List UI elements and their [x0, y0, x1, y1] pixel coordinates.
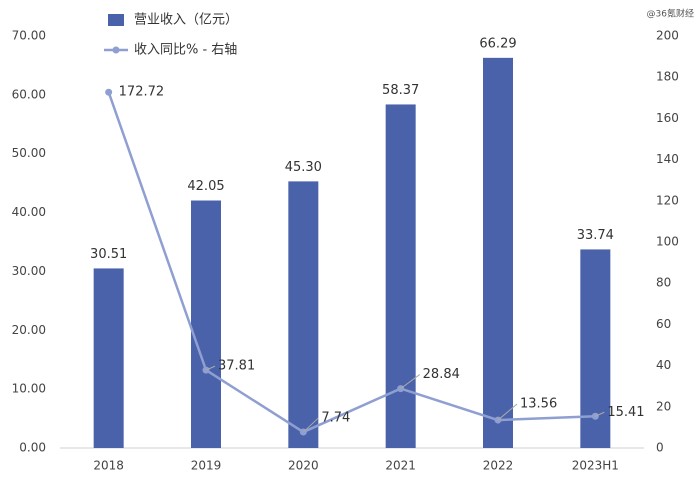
y2-tick-label: 200	[656, 29, 679, 43]
line-value-label: 37.81	[218, 359, 255, 374]
bar	[385, 104, 416, 448]
leader-line	[595, 411, 605, 417]
x-tick-label: 2022	[483, 459, 514, 473]
y2-tick-label: 40	[656, 358, 671, 372]
y-tick-label: 50.00	[12, 146, 46, 160]
y2-tick-label: 20	[656, 399, 671, 413]
x-tick-label: 2020	[288, 459, 319, 473]
line-value-label: 28.84	[423, 367, 460, 382]
line-point	[105, 88, 113, 96]
y-tick-label: 0.00	[19, 441, 46, 455]
y2-tick-label: 160	[656, 111, 679, 125]
bar	[191, 200, 221, 448]
y-tick-label: 40.00	[12, 205, 46, 219]
leader-line	[302, 417, 319, 433]
watermark: @36氪财经	[647, 8, 694, 20]
y2-tick-label: 60	[656, 317, 671, 331]
bar-value-label: 66.29	[479, 36, 516, 51]
bar-value-label: 45.30	[285, 160, 322, 175]
bar	[288, 181, 319, 448]
y2-tick-label: 180	[656, 70, 679, 84]
y-tick-label: 60.00	[12, 87, 46, 101]
line	[107, 91, 596, 434]
bar	[93, 268, 124, 448]
line-value-label: 13.56	[520, 397, 557, 412]
y2-tick-label: 100	[656, 235, 679, 249]
x-tick-label: 2019	[191, 459, 222, 473]
x-tick-label: 2018	[93, 459, 124, 473]
bar	[483, 57, 513, 448]
x-tick-label: 2021	[385, 459, 416, 473]
line-value-label: 15.41	[607, 405, 644, 420]
bar-value-label: 30.51	[90, 247, 127, 262]
line-value-label: 172.72	[119, 85, 164, 100]
y2-tick-label: 0	[656, 441, 664, 455]
bar-value-label: 33.74	[577, 228, 614, 243]
legend-label: 收入同比% - 右轴	[134, 43, 237, 58]
y-tick-label: 30.00	[12, 264, 46, 278]
leader-line	[400, 374, 420, 389]
leader-line	[497, 403, 518, 421]
legend-label: 营业收入（亿元）	[134, 13, 238, 28]
line-value-label: 7.74	[321, 411, 350, 426]
y2-tick-label: 120	[656, 193, 679, 207]
legend-swatch	[108, 14, 124, 26]
bar-value-label: 42.05	[187, 179, 224, 194]
bar-value-label: 58.37	[382, 83, 419, 98]
y2-tick-label: 140	[656, 152, 679, 166]
legend-swatch	[112, 46, 120, 54]
y-tick-label: 10.00	[12, 382, 46, 396]
leader-line	[205, 365, 216, 371]
y-tick-label: 20.00	[12, 323, 46, 337]
y-tick-label: 70.00	[12, 29, 46, 43]
x-tick-label: 2023H1	[572, 459, 619, 473]
y2-tick-label: 80	[656, 276, 671, 290]
